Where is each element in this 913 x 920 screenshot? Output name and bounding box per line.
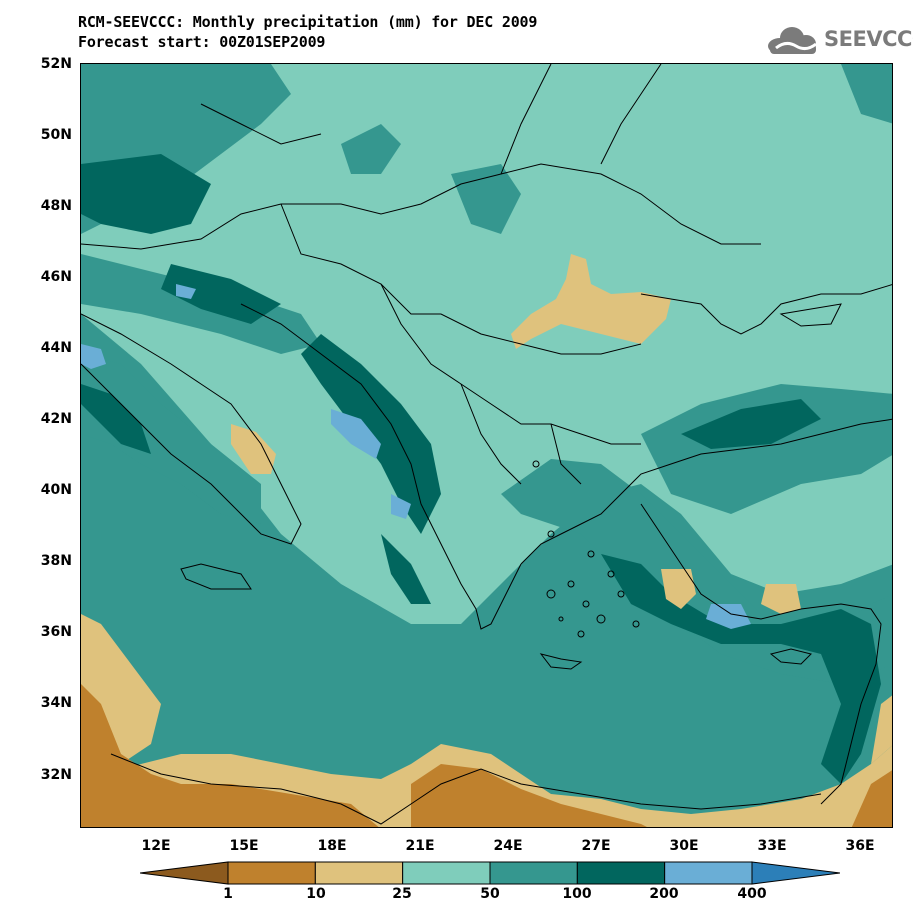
lon-label: 27E (581, 838, 611, 854)
lat-label: 46N (40, 269, 72, 285)
legend-tick-label: 1 (223, 886, 233, 902)
lat-label: 34N (40, 695, 72, 711)
precipitation-map (80, 63, 893, 828)
legend-tick-label: 400 (737, 886, 767, 902)
legend-tick-label: 10 (306, 886, 326, 902)
color-legend (140, 861, 840, 885)
legend-swatch (751, 861, 840, 885)
chart-subtitle: Forecast start: 00Z01SEP2009 (78, 33, 326, 51)
lat-label: 32N (40, 767, 72, 783)
lat-label: 42N (40, 411, 72, 427)
legend-swatch (664, 861, 753, 885)
legend-swatch (140, 861, 229, 885)
lat-label: 52N (40, 56, 72, 72)
logo-text: SEEVCCC (824, 27, 913, 51)
lon-label: 21E (405, 838, 435, 854)
lon-label: 30E (669, 838, 699, 854)
cloud-icon (768, 27, 817, 54)
lat-label: 50N (40, 127, 72, 143)
legend-tick-label: 50 (480, 886, 500, 902)
lat-label: 48N (40, 198, 72, 214)
lon-label: 12E (141, 838, 171, 854)
legend-swatch (576, 861, 666, 885)
legend-swatch (314, 861, 404, 885)
legend-tick-label: 25 (392, 886, 412, 902)
lon-label: 33E (757, 838, 787, 854)
lat-label: 40N (40, 482, 72, 498)
lat-label: 38N (40, 553, 72, 569)
legend-tick-label: 100 (562, 886, 592, 902)
legend-tick-label: 200 (649, 886, 679, 902)
legend-swatch (227, 861, 316, 885)
lat-label: 44N (40, 340, 72, 356)
lon-label: 18E (317, 838, 347, 854)
legend-swatch (402, 861, 491, 885)
lon-label: 36E (845, 838, 875, 854)
lon-label: 15E (229, 838, 259, 854)
chart-title: RCM-SEEVCCC: Monthly precipitation (mm) … (78, 13, 538, 31)
lon-label: 24E (493, 838, 523, 854)
legend-swatch (489, 861, 578, 885)
lat-label: 36N (40, 624, 72, 640)
